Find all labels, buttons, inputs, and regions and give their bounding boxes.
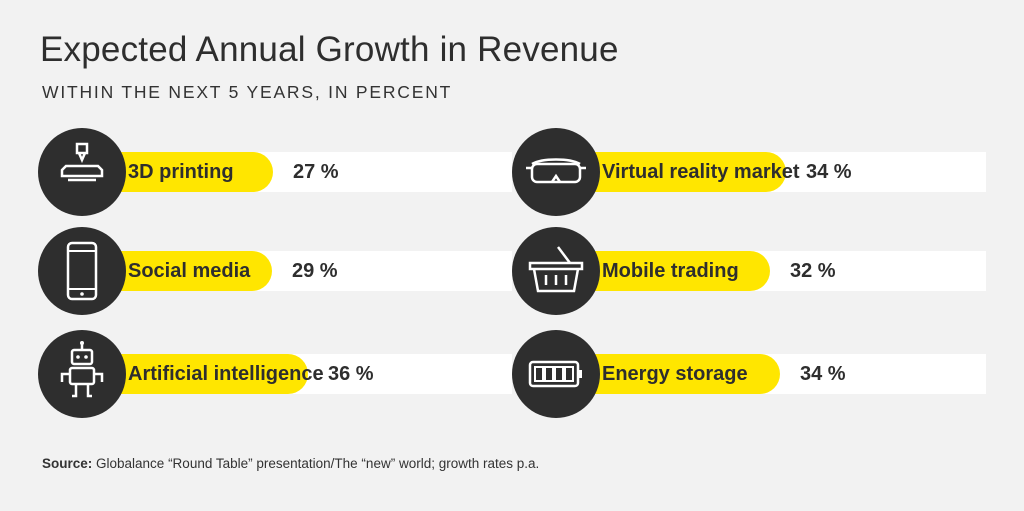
bar-label: Mobile trading: [602, 260, 739, 282]
data-label: 29 %: [292, 260, 338, 282]
bar-row: Energy storage 34 %: [512, 330, 986, 418]
data-label: 34 %: [800, 363, 846, 385]
bar-label: Virtual reality market: [602, 161, 800, 183]
bar-label: Social media: [128, 260, 251, 282]
bar-row: Virtual reality market 34 %: [512, 128, 986, 216]
3d-printer-icon: [60, 142, 104, 182]
icon-badge: [38, 128, 126, 216]
icon-badge: [38, 227, 126, 315]
bar-label: Energy storage: [602, 363, 748, 385]
chart-subtitle: WITHIN THE NEXT 5 YEARS, IN PERCENT: [42, 82, 453, 102]
vr-headset-icon: [526, 158, 586, 184]
bar-row: Social media 29 %: [38, 227, 512, 315]
data-label: 32 %: [790, 260, 836, 282]
shopping-basket-icon: [528, 246, 584, 293]
icon-badge: [512, 330, 600, 418]
source-label: Source:: [42, 456, 93, 471]
icon-badge: [512, 128, 600, 216]
icon-badge: [38, 330, 126, 418]
source-text: Globalance “Round Table” presentation/Th…: [92, 456, 540, 471]
battery-icon: [528, 360, 582, 388]
bar-row: Mobile trading 32 %: [512, 227, 986, 315]
bar-row: Artificial intelligence 36 %: [38, 330, 512, 418]
data-label: 34 %: [806, 161, 852, 183]
source-note: Source: Globalance “Round Table” present…: [42, 456, 539, 471]
data-label: 27 %: [293, 161, 339, 183]
chart-title: Expected Annual Growth in Revenue: [40, 30, 619, 69]
bar-label: 3D printing: [128, 161, 234, 183]
data-label: 36 %: [328, 363, 374, 385]
bar-row: 3D printing 27 %: [38, 128, 512, 216]
bar-label: Artificial intelligence: [128, 363, 324, 385]
icon-badge: [512, 227, 600, 315]
smartphone-icon: [66, 241, 98, 301]
robot-icon: [60, 341, 104, 398]
